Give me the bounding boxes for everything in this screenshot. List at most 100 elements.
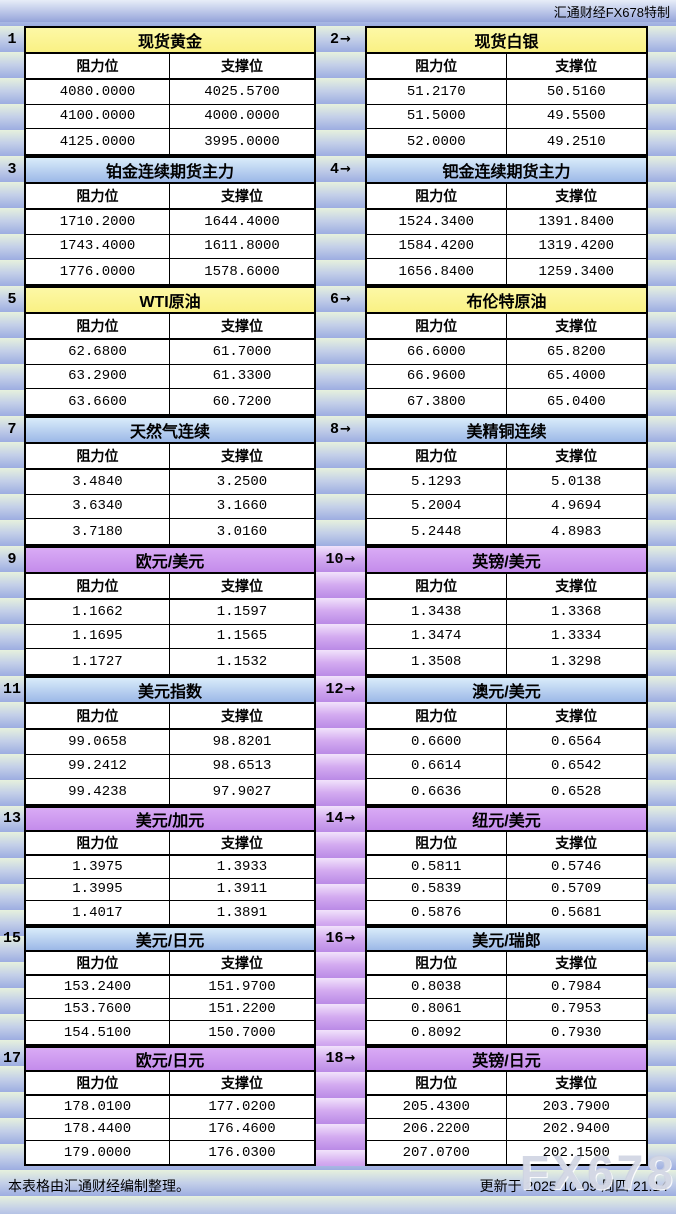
table-title: 纽元/美元 [367, 808, 646, 832]
table-header-row: 阻力位 支撑位 [367, 952, 646, 976]
table-row: 0.5839 0.5709 [367, 878, 646, 902]
right-arrow-icon: → [344, 682, 356, 697]
support-value: 203.7900 [506, 1096, 646, 1119]
resistance-value: 1.3438 [367, 600, 507, 625]
resistance-column-header: 阻力位 [26, 54, 170, 80]
table-row: 63.6600 60.7200 [26, 389, 314, 414]
support-value: 177.0200 [170, 1096, 314, 1119]
support-value: 0.5709 [506, 879, 646, 902]
resistance-value: 153.7600 [26, 998, 170, 1022]
section-number-text: 4 [330, 161, 340, 178]
support-value: 49.2510 [546, 133, 606, 150]
table-row: 178.0100 177.0200 [26, 1096, 314, 1119]
support-value: 1.1565 [170, 625, 314, 650]
right-arrow-icon: → [344, 931, 356, 946]
resistance-column-header: 阻力位 [367, 1072, 507, 1096]
section-number: 7 [7, 421, 17, 438]
support-value: 97.9027 [212, 783, 272, 800]
section-number-text: 18 [325, 1050, 344, 1067]
section-number: 2 → [316, 26, 365, 53]
table-row: 0.8092 0.7930 [367, 1021, 646, 1044]
right-margin-column [648, 806, 676, 926]
right-arrow-icon: → [340, 162, 351, 177]
resistance-value: 178.4400 [26, 1118, 170, 1142]
table-row: 1.3474 1.3334 [367, 624, 646, 650]
table-title: 美元/加元 [26, 808, 314, 832]
support-value: 50.5160 [506, 80, 646, 105]
table-row: 0.5876 0.5681 [367, 901, 646, 924]
resistance-column-header: 阻力位 [367, 314, 507, 340]
support-value: 1.3334 [506, 625, 646, 650]
table-title: 现货黄金 [26, 28, 314, 54]
support-value: 151.2200 [170, 999, 314, 1022]
resistance-column-header: 阻力位 [367, 54, 507, 80]
right-arrow-icon: → [344, 1051, 356, 1066]
price-table: 美元/加元 阻力位 支撑位 1.3975 1.3933 1.3995 1.3911 1.401… [24, 806, 316, 926]
resistance-value: 1.3508 [367, 649, 507, 674]
support-value: 150.7000 [208, 1024, 276, 1041]
table-row: 4080.0000 4025.5700 [26, 80, 314, 105]
support-value: 0.5746 [506, 856, 646, 879]
table-row: 207.0700 202.1500 [367, 1141, 646, 1164]
table-row: 179.0000 176.0300 [26, 1141, 314, 1164]
section-number: 6 → [316, 286, 365, 313]
support-value: 1.3298 [551, 653, 602, 670]
table-row: 1524.3400 1391.8400 [367, 210, 646, 235]
resistance-value: 0.8092 [367, 1021, 507, 1044]
table-row: 4125.0000 3995.0000 [26, 129, 314, 154]
price-table: 现货黄金 阻力位 支撑位 4080.0000 4025.5700 4100.0000 400… [24, 26, 316, 156]
resistance-value: 0.8038 [367, 976, 507, 999]
tables-grid: 1 现货黄金 阻力位 支撑位 4080.0000 4025.5700 4100.0000 40… [0, 26, 676, 1166]
resistance-value: 0.5876 [367, 901, 507, 924]
table-title: 现货白银 [367, 28, 646, 54]
support-value: 0.7984 [506, 976, 646, 999]
resistance-value: 5.1293 [367, 470, 507, 495]
table-header-row: 阻力位 支撑位 [26, 574, 314, 600]
table-row: 153.7600 151.2200 [26, 998, 314, 1022]
table-row: 3.6340 3.1660 [26, 494, 314, 520]
table-title: 欧元/美元 [26, 548, 314, 574]
section-number-text: 14 [325, 810, 344, 827]
table-title: 澳元/美元 [367, 678, 646, 704]
resistance-column-header: 阻力位 [26, 184, 170, 210]
table-header-row: 阻力位 支撑位 [367, 1072, 646, 1096]
section-number: 5 [7, 291, 17, 308]
support-value: 3.1660 [170, 495, 314, 520]
resistance-value: 1524.3400 [367, 210, 507, 235]
resistance-value: 205.4300 [367, 1096, 507, 1119]
table-header-row: 阻力位 支撑位 [26, 184, 314, 210]
resistance-value: 62.6800 [26, 340, 170, 365]
left-index-column: 1 [0, 26, 24, 156]
table-row: 5.2004 4.9694 [367, 494, 646, 520]
table-title: 美元指数 [26, 678, 314, 704]
table-title: 布伦特原油 [367, 288, 646, 314]
right-margin-column [648, 286, 676, 416]
table-header-row: 阻力位 支撑位 [26, 1072, 314, 1096]
resistance-value: 52.0000 [367, 129, 507, 154]
footer-bar: 本表格由汇通财经编制整理。 更新于 2025-10-09 周四 21:14 [0, 1166, 676, 1214]
table-row: 1710.2000 1644.4000 [26, 210, 314, 235]
table-row: 1.3995 1.3911 [26, 878, 314, 902]
support-value: 1391.8400 [506, 210, 646, 235]
section-pair: 7 天然气连续 阻力位 支撑位 3.4840 3.2500 3.6340 3.1660 3.71… [0, 416, 676, 546]
table-row: 1.4017 1.3891 [26, 901, 314, 924]
support-value: 61.3300 [170, 365, 314, 390]
resistance-value: 3.7180 [26, 519, 170, 544]
resistance-value: 1776.0000 [26, 259, 170, 284]
right-margin-column [648, 676, 676, 806]
support-value: 151.9700 [170, 976, 314, 999]
support-value: 0.5681 [551, 904, 602, 921]
table-title: 钯金连续期货主力 [367, 158, 646, 184]
section-number: 16 → [316, 926, 365, 951]
top-bar: 汇通财经FX678特制 [0, 0, 676, 22]
support-value: 5.0138 [506, 470, 646, 495]
table-row: 66.9600 65.4000 [367, 364, 646, 390]
section-pair: 9 欧元/美元 阻力位 支撑位 1.1662 1.1597 1.1695 1.1565 1.17… [0, 546, 676, 676]
support-value: 3995.0000 [204, 133, 280, 150]
section-pair: 3 铂金连续期货主力 阻力位 支撑位 1710.2000 1644.4000 1743.40… [0, 156, 676, 286]
price-table: 铂金连续期货主力 阻力位 支撑位 1710.2000 1644.4000 1743.400… [24, 156, 316, 286]
table-row: 1656.8400 1259.3400 [367, 259, 646, 284]
resistance-value: 1.4017 [26, 901, 170, 924]
price-table: 欧元/美元 阻力位 支撑位 1.1662 1.1597 1.1695 1.1565 1.172… [24, 546, 316, 676]
resistance-value: 3.4840 [26, 470, 170, 495]
